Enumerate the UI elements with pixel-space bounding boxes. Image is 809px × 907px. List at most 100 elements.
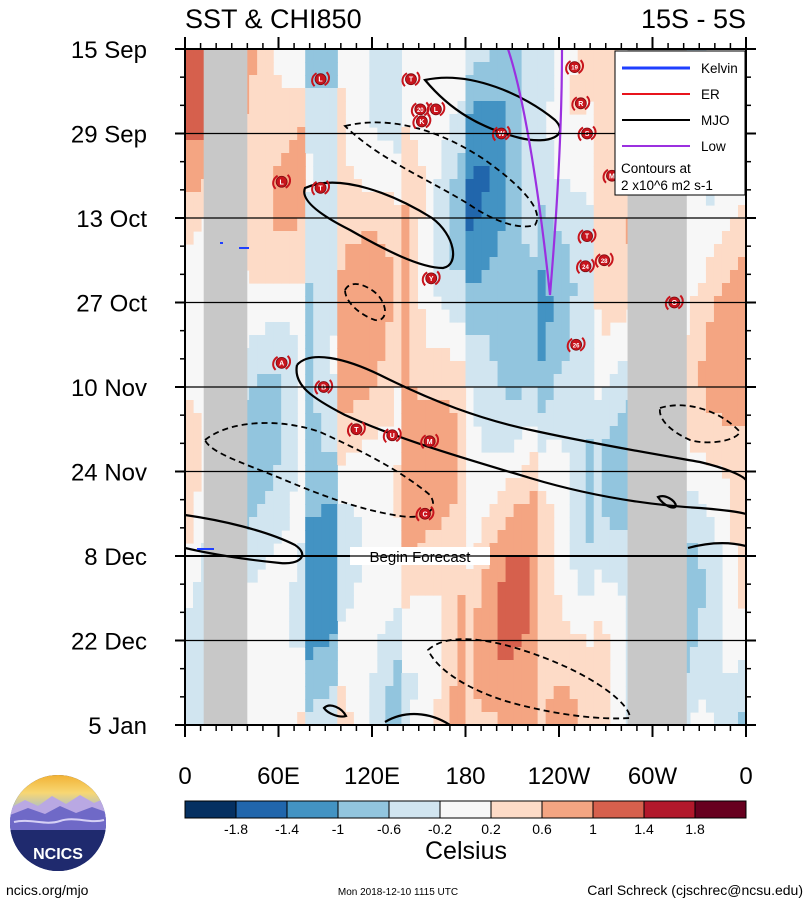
sst-cell bbox=[193, 88, 202, 102]
sst-cell bbox=[705, 452, 715, 466]
sst-cell bbox=[321, 556, 330, 570]
sst-cell bbox=[313, 478, 322, 492]
sst-cell bbox=[609, 374, 619, 388]
sst-cell bbox=[737, 478, 746, 492]
sst-cell bbox=[393, 101, 402, 115]
sst-cell bbox=[465, 660, 475, 674]
sst-cell bbox=[409, 452, 419, 466]
sst-cell bbox=[265, 361, 274, 375]
sst-cell bbox=[721, 712, 731, 725]
sst-cell bbox=[257, 387, 266, 401]
sst-cell bbox=[345, 205, 354, 219]
sst-cell bbox=[713, 283, 723, 297]
sst-cell bbox=[545, 231, 555, 245]
sst-cell bbox=[345, 192, 354, 206]
sst-cell bbox=[481, 595, 491, 609]
sst-cell bbox=[577, 491, 587, 505]
sst-cell bbox=[249, 504, 258, 518]
sst-cell bbox=[465, 608, 475, 622]
sst-cell bbox=[457, 686, 467, 700]
sst-cell bbox=[737, 218, 746, 232]
sst-cell bbox=[449, 712, 459, 725]
mjo-contour-dashed bbox=[659, 404, 742, 444]
sst-cell bbox=[401, 530, 410, 544]
sst-cell bbox=[489, 205, 499, 219]
sst-cell bbox=[545, 556, 555, 570]
sst-cell bbox=[393, 608, 402, 622]
sst-cell bbox=[281, 491, 290, 505]
sst-cell bbox=[273, 205, 282, 219]
sst-cell bbox=[265, 270, 274, 284]
sst-cell bbox=[513, 205, 523, 219]
sst-cell bbox=[481, 49, 491, 63]
sst-cell bbox=[273, 218, 282, 232]
sst-cell bbox=[417, 478, 427, 492]
mjo-contour bbox=[303, 181, 455, 270]
sst-cell bbox=[737, 712, 746, 725]
sst-cell bbox=[585, 62, 595, 76]
sst-cell bbox=[313, 140, 322, 154]
sst-cell bbox=[401, 569, 410, 583]
sst-cell bbox=[537, 413, 547, 427]
sst-cell bbox=[345, 569, 354, 583]
sst-cell bbox=[593, 49, 603, 63]
sst-cell bbox=[737, 452, 746, 466]
sst-cell bbox=[369, 348, 378, 362]
sst-cell bbox=[729, 361, 739, 375]
sst-cell bbox=[489, 361, 499, 375]
sst-cell bbox=[377, 712, 386, 725]
storm-marker: T bbox=[577, 228, 597, 244]
sst-cell bbox=[705, 543, 715, 557]
sst-cell bbox=[489, 569, 499, 583]
sst-cell bbox=[729, 426, 739, 440]
sst-cell bbox=[457, 283, 467, 297]
sst-cell bbox=[249, 244, 258, 258]
sst-cell bbox=[585, 491, 595, 505]
sst-cell bbox=[569, 309, 579, 323]
sst-cell bbox=[561, 218, 571, 232]
sst-cell bbox=[569, 374, 579, 388]
sst-cell bbox=[457, 426, 467, 440]
sst-cell bbox=[409, 257, 419, 271]
storm-arm bbox=[588, 258, 595, 274]
sst-cell bbox=[713, 439, 723, 453]
sst-cell bbox=[481, 166, 491, 180]
sst-cell bbox=[609, 478, 619, 492]
sst-cell bbox=[561, 439, 571, 453]
sst-cell bbox=[449, 270, 459, 284]
sst-cell bbox=[577, 348, 587, 362]
sst-cell bbox=[561, 192, 571, 206]
sst-cell bbox=[265, 192, 274, 206]
sst-cell bbox=[457, 439, 467, 453]
sst-cell bbox=[577, 192, 587, 206]
storm-dot bbox=[414, 103, 427, 116]
sst-cell bbox=[689, 413, 699, 427]
colorbar-tick-label: -1.8 bbox=[224, 821, 248, 837]
sst-cell bbox=[433, 582, 443, 596]
sst-cell bbox=[697, 660, 707, 674]
sst-cell bbox=[513, 595, 523, 609]
sst-cell bbox=[489, 348, 499, 362]
sst-cell bbox=[513, 192, 523, 206]
sst-cell bbox=[345, 400, 354, 414]
sst-cell bbox=[505, 543, 515, 557]
kelvin-traces bbox=[197, 242, 249, 550]
sst-cell bbox=[329, 257, 338, 271]
storm-arm bbox=[401, 72, 408, 87]
sst-cell bbox=[601, 153, 611, 167]
sst-cell bbox=[713, 569, 723, 583]
sst-cell bbox=[305, 348, 314, 362]
sst-cell bbox=[305, 62, 314, 76]
forecast-label: Begin Forecast bbox=[370, 549, 472, 566]
sst-cell bbox=[385, 88, 394, 102]
sst-cell bbox=[569, 660, 579, 674]
sst-cell bbox=[385, 400, 394, 414]
sst-cell bbox=[249, 452, 258, 466]
sst-cell bbox=[481, 387, 491, 401]
sst-cell bbox=[577, 712, 587, 725]
sst-cell bbox=[497, 504, 507, 518]
sst-cell bbox=[377, 322, 386, 336]
sst-cell bbox=[337, 569, 346, 583]
sst-cell bbox=[441, 452, 451, 466]
sst-cell bbox=[465, 686, 475, 700]
